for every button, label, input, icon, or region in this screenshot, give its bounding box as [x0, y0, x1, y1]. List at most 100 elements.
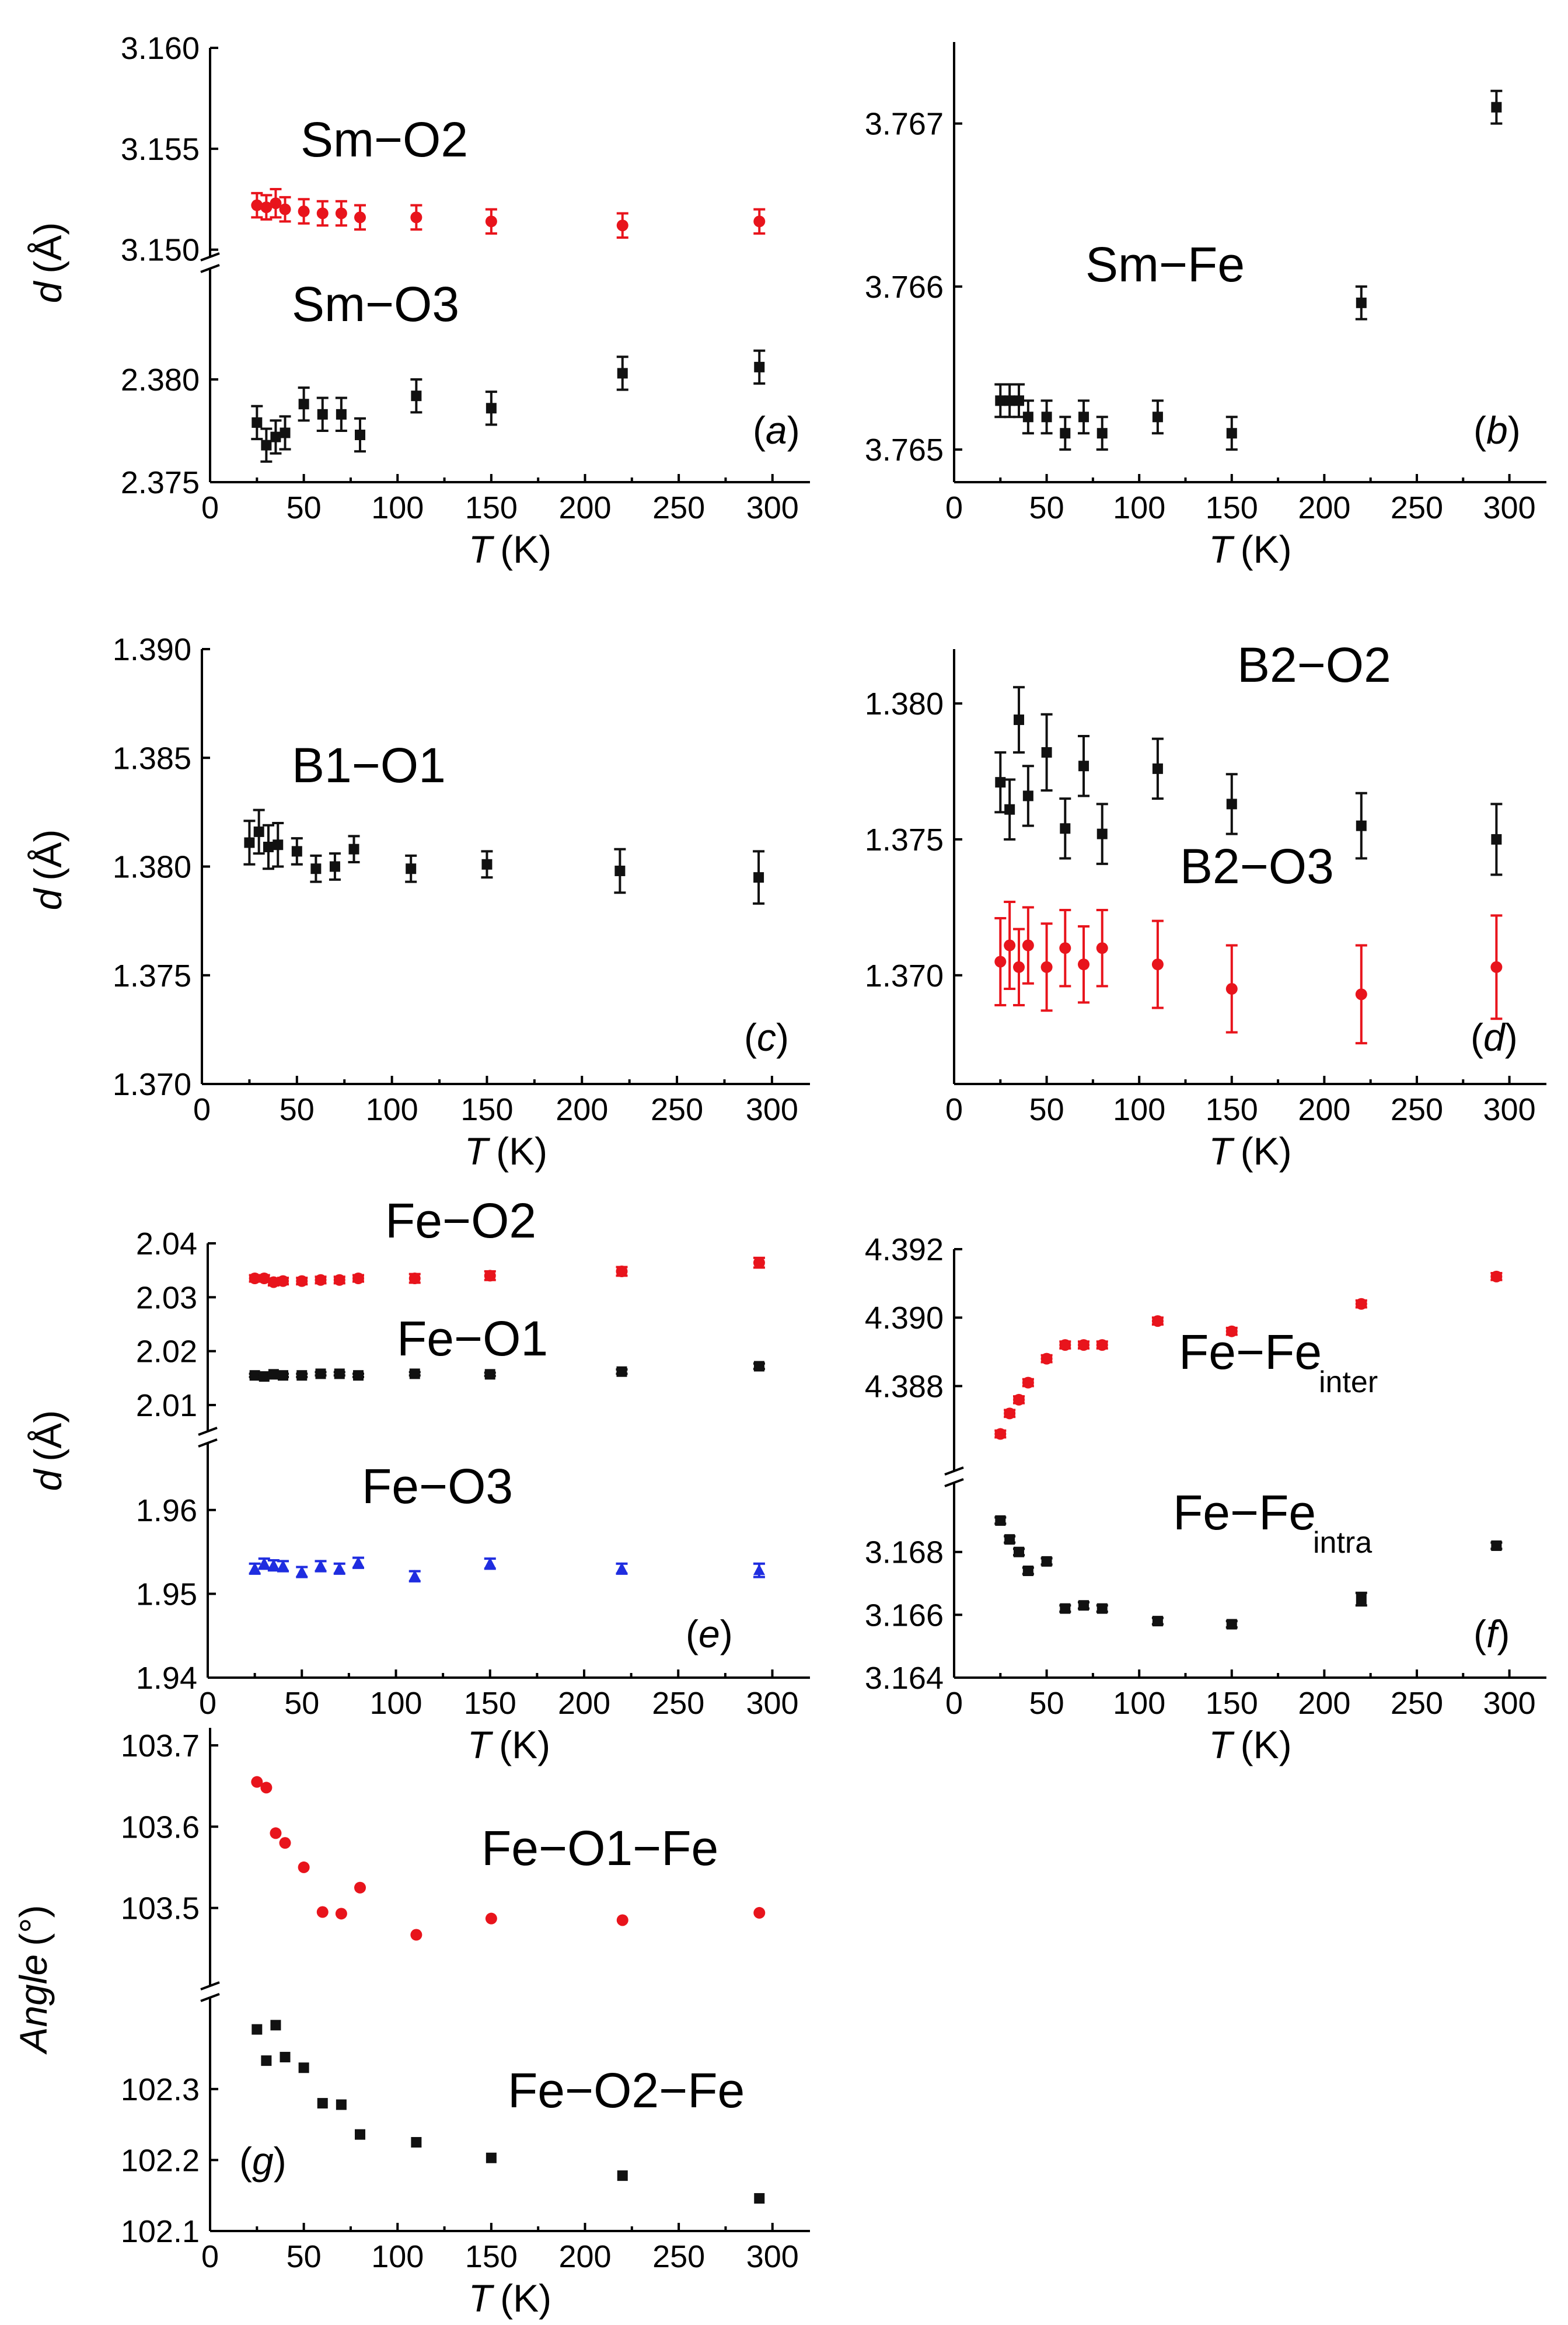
data-point — [352, 1556, 364, 1568]
y-tick-label: 2.01 — [136, 1388, 197, 1423]
x-tick-label: 200 — [556, 1092, 608, 1127]
data-point — [1041, 412, 1052, 423]
data-point — [270, 197, 282, 210]
x-axis-unit: (K) — [500, 2277, 551, 2320]
y-tick-label: 2.03 — [136, 1280, 197, 1315]
x-tick-label: 0 — [193, 1092, 211, 1127]
data-point — [1022, 1566, 1033, 1577]
data-point — [484, 1557, 496, 1568]
data-point — [1096, 828, 1108, 839]
data-point — [617, 2170, 628, 2181]
y-axis-variable: Angle — [12, 1954, 55, 2055]
data-point — [995, 395, 1006, 406]
panel-tag: (e) — [686, 1612, 733, 1655]
x-tick-label: 100 — [1113, 1092, 1165, 1127]
y-tick-label: 3.767 — [865, 107, 944, 142]
y-tick-label: 1.95 — [136, 1577, 197, 1612]
axis-break-mark — [198, 1438, 218, 1448]
data-point — [1078, 1339, 1090, 1351]
data-point — [1356, 1594, 1367, 1605]
data-point — [1356, 297, 1367, 308]
x-tick-label: 50 — [287, 490, 322, 525]
y-tick-label: 102.2 — [121, 2143, 200, 2178]
series-sm-o2 — [251, 188, 766, 239]
x-tick-label: 100 — [369, 1686, 422, 1721]
x-axis-unit: (K) — [499, 1723, 550, 1766]
x-tick-label: 250 — [1391, 1686, 1443, 1721]
panel-tag: (d) — [1471, 1016, 1518, 1059]
data-point — [1013, 1393, 1025, 1406]
data-point — [484, 1270, 496, 1282]
data-point — [1040, 1353, 1053, 1365]
data-point — [616, 1562, 628, 1574]
data-point — [1014, 714, 1025, 726]
data-point — [279, 203, 291, 215]
data-point — [617, 368, 628, 379]
data-point — [1004, 1534, 1015, 1545]
data-point — [296, 1566, 308, 1577]
data-point — [260, 1782, 273, 1794]
series-label: B2−O3 — [1180, 839, 1334, 894]
panel-tag-close: ) — [1497, 1612, 1510, 1655]
series-label: B1−O1 — [292, 738, 446, 793]
data-point — [267, 1559, 280, 1570]
data-point — [1041, 747, 1052, 758]
x-tick-label: 0 — [201, 490, 219, 525]
data-point — [1078, 958, 1090, 971]
series-sm-fe — [994, 89, 1503, 451]
data-point — [336, 2099, 347, 2110]
data-point — [994, 956, 1007, 968]
panel-a: 0 50 100 150 200 250 300 T (K) 2.375 2.380 3.150 3.1… — [26, 31, 810, 571]
data-point — [1490, 1270, 1503, 1282]
data-point — [258, 1557, 270, 1568]
data-point — [616, 1266, 628, 1278]
x-axis-label: T (K) — [465, 1130, 547, 1173]
data-point — [296, 1275, 308, 1287]
panel-tag-open: ( — [239, 2139, 252, 2183]
panel-f: 0 50 100 150 200 250 300 T (K) 3.164 3.166 3.168 4.3… — [865, 1232, 1546, 1766]
data-point — [1226, 1619, 1237, 1630]
x-axis-variable: T — [469, 2277, 495, 2320]
panel-tag: (b) — [1473, 409, 1521, 452]
x-tick-label: 150 — [1206, 1686, 1258, 1721]
y-tick-label: 3.765 — [865, 433, 944, 468]
x-axis-label: T (K) — [1209, 528, 1291, 571]
panel-tag-letter: b — [1486, 409, 1508, 452]
x-tick-label: 100 — [366, 1092, 418, 1127]
x-tick-label: 150 — [1206, 490, 1258, 525]
x-tick-label: 300 — [1483, 1092, 1536, 1127]
panel-tag: (c) — [744, 1016, 789, 1059]
y-tick-label: 4.390 — [865, 1301, 944, 1336]
panel-tag-close: ) — [1505, 1016, 1518, 1059]
data-point — [298, 2062, 309, 2073]
data-point — [251, 1776, 263, 1788]
data-point — [1152, 763, 1163, 774]
data-point — [280, 2052, 291, 2063]
x-tick-label: 200 — [558, 1686, 610, 1721]
x-tick-label: 50 — [287, 2239, 322, 2274]
axis-break-mark — [198, 1427, 218, 1436]
data-point — [1022, 412, 1033, 423]
panel-c: 0 50 100 150 200 250 300 T (K) 1.370 1.375 1.380 1.3… — [26, 632, 810, 1173]
x-axis-unit: (K) — [496, 1130, 547, 1173]
data-point — [279, 1837, 291, 1849]
x-tick-label: 0 — [945, 1092, 963, 1127]
data-point — [411, 2136, 422, 2148]
data-point — [1491, 102, 1502, 113]
data-point — [334, 1368, 345, 1379]
x-tick-label: 300 — [746, 2239, 799, 2274]
y-tick-label: 103.5 — [121, 1891, 200, 1926]
series-label: Fe−Fe — [1179, 1324, 1322, 1379]
panel-g: 0 50 100 150 200 250 300 T (K) 102.1 102.2 102.3 103… — [12, 1728, 810, 2320]
data-point — [1491, 834, 1502, 845]
axis-break-mark — [200, 1981, 220, 1991]
x-tick-label: 150 — [464, 1686, 516, 1721]
y-axis-unit: (Å) — [26, 222, 69, 274]
data-point — [273, 839, 284, 850]
data-point — [1151, 958, 1164, 971]
data-point — [252, 2024, 263, 2035]
x-tick-label: 100 — [371, 490, 424, 525]
data-point — [1152, 1616, 1163, 1627]
x-tick-label: 300 — [1483, 490, 1536, 525]
